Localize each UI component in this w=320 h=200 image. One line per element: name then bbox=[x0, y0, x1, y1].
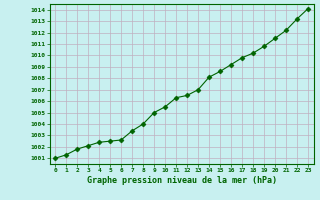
X-axis label: Graphe pression niveau de la mer (hPa): Graphe pression niveau de la mer (hPa) bbox=[87, 176, 276, 185]
